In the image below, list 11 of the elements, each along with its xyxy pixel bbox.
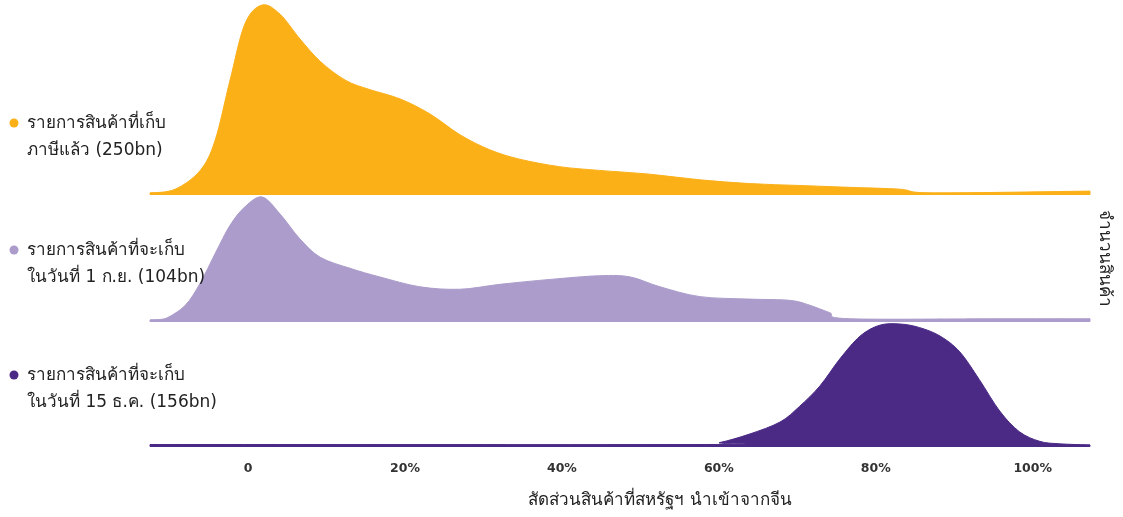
x-tick-label: 80% [860,460,892,475]
legend-label: รายการสินค้าที่เก็บ ภาษีแล้ว (250bn) [27,110,166,159]
x-tick-label: 100% [1013,460,1053,475]
legend-label: รายการสินค้าที่จะเก็บ ในวันที่ 1 ก.ย. (104bn) [27,237,206,286]
x-axis-title: สัดส่วนสินค้าที่สหรัฐฯ นำเข้าจากจีน [528,487,792,510]
x-tick-label: 40% [546,460,578,475]
x-tick-label: 20% [390,460,421,475]
x-tick-label: 60% [703,460,735,475]
y-axis-title: จำนวนสินค้า [1096,210,1116,307]
legend-label: รายการสินค้าที่จะเก็บ ในวันที่ 15 ธ.ค. (156bn) [27,362,217,411]
x-tick-label: 0 [243,460,253,475]
